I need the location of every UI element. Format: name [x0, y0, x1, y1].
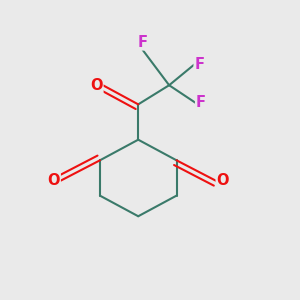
Text: F: F: [196, 95, 206, 110]
Text: O: O: [90, 78, 103, 93]
Text: F: F: [138, 35, 148, 50]
Text: F: F: [194, 57, 204, 72]
Text: O: O: [48, 173, 60, 188]
Text: O: O: [216, 173, 229, 188]
